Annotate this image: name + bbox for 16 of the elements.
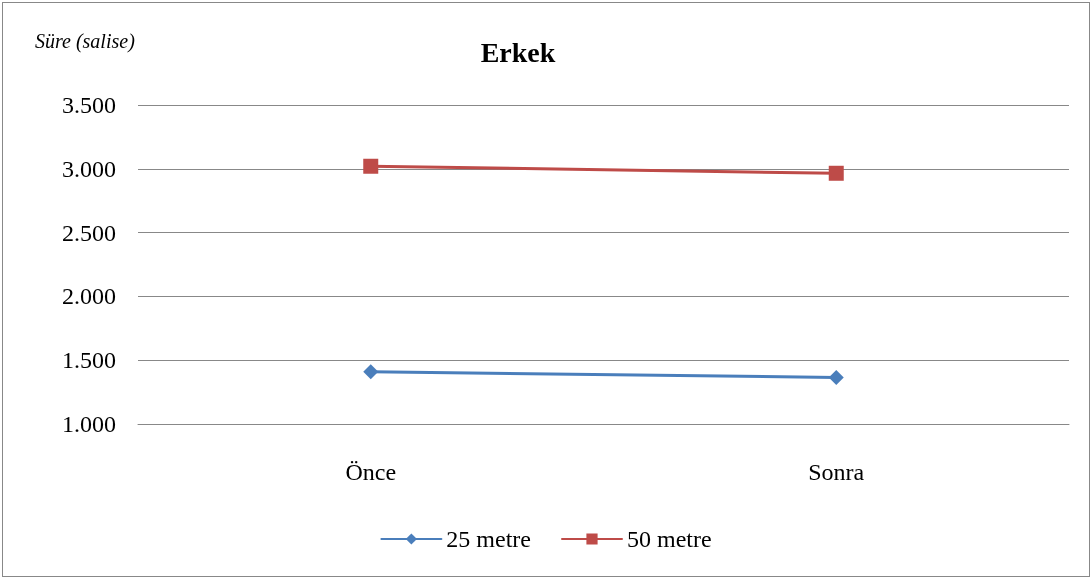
point [828,369,844,385]
x-tick-label: Önce [345,459,397,485]
y-tick-label: 2.500 [62,219,116,246]
y-tick-label: 1.500 [62,347,116,374]
y-tick-label: 3.000 [62,155,116,182]
legend-label: 25 metre [446,526,532,552]
y-tick-label: 1.000 [62,411,116,437]
point [363,364,379,380]
chart-title: Erkek [480,36,556,68]
y-tick-label: 2.000 [62,283,116,310]
x-tick-label: Sonra [808,459,865,485]
y-tick-label: 3.500 [62,92,116,118]
y-axis-title: Süre (salise) [35,30,136,53]
point [828,165,844,181]
point [363,158,379,174]
legend-label: 50 metre [627,526,712,552]
